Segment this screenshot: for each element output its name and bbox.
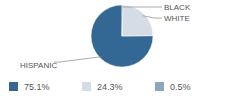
leader-line [54, 57, 102, 62]
legend-label: 75.1% [24, 82, 50, 92]
slice-label: WHITE [164, 14, 190, 23]
pie-slice [122, 5, 124, 36]
pie-slice [91, 5, 153, 67]
legend-item: 75.1% [9, 82, 50, 92]
legend-label: 0.5% [170, 82, 191, 92]
legend-swatch [9, 82, 18, 91]
slice-label: BLACK [164, 3, 191, 12]
chart: HISPANIC WHITE BLACK 75.1% 24.3% 0.5% [0, 0, 240, 100]
pie [91, 5, 153, 67]
leader-line [143, 16, 162, 18]
legend-label: 24.3% [97, 82, 123, 92]
slice-label: HISPANIC [20, 61, 57, 70]
legend-swatch [82, 82, 91, 91]
legend-swatch [155, 82, 164, 91]
leader-line [122, 7, 162, 8]
pie-slice [122, 5, 153, 36]
legend-item: 24.3% [82, 82, 123, 92]
legend-item: 0.5% [155, 82, 191, 92]
